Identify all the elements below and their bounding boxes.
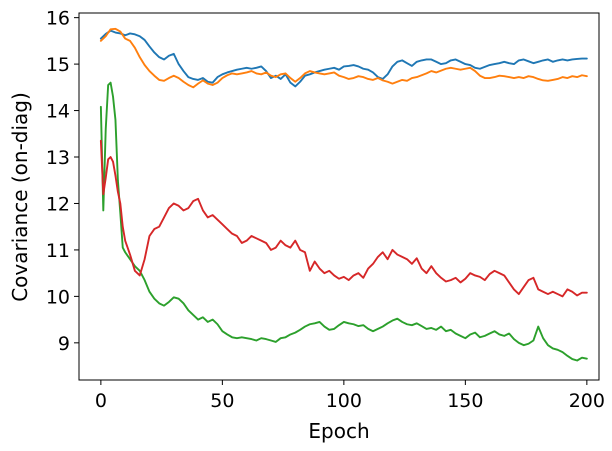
plot-frame: [78, 12, 600, 381]
x-tick-label: 100: [326, 390, 362, 412]
y-tick-label: 11: [46, 240, 70, 262]
y-axis-label: Covariance (on-diag): [8, 92, 32, 302]
ticks-group: 0 50 100 150 200 9 10 11 12 13 14 15 16: [46, 8, 605, 412]
y-tick-label: 12: [46, 193, 70, 215]
x-tick-label: 50: [210, 390, 234, 412]
series-line-2: [99, 27, 588, 89]
y-tick-label: 13: [46, 147, 70, 169]
x-axis-label: Epoch: [308, 419, 369, 443]
series-group: [99, 27, 588, 362]
series-line-4: [99, 139, 588, 298]
series-line-3: [99, 81, 588, 362]
x-tick-label: 200: [569, 390, 605, 412]
y-tick-label: 15: [46, 54, 70, 76]
y-tick-label: 16: [46, 8, 70, 30]
x-tick-label: 150: [447, 390, 483, 412]
y-tick-label: 14: [46, 101, 70, 123]
y-tick-label: 9: [58, 333, 70, 355]
y-tick-label: 10: [46, 286, 70, 308]
series-line-1: [99, 29, 588, 88]
x-tick-label: 0: [95, 390, 107, 412]
